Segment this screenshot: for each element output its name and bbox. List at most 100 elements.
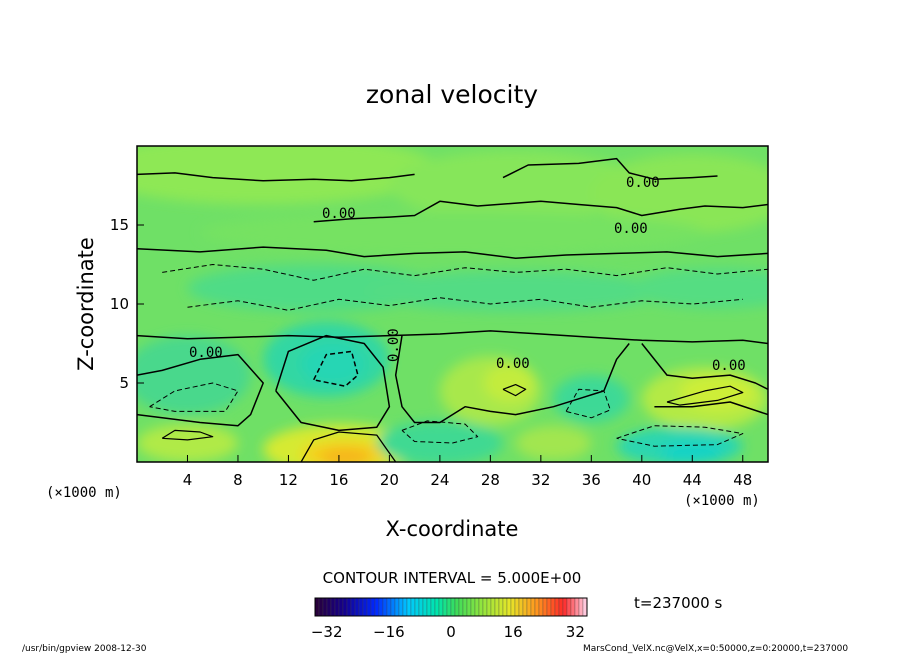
shading-blob (515, 425, 592, 461)
x-tick-label: 40 (632, 471, 651, 489)
shading-blob (137, 146, 440, 205)
contour-label: 0.00 (626, 175, 660, 191)
shading-blob (660, 441, 724, 462)
x-tick-label: 20 (380, 471, 399, 489)
zero-contour (313, 200, 768, 223)
colorbar-cell (378, 597, 384, 617)
x-axis-label: X-coordinate (386, 517, 519, 541)
colorbar-cell (478, 597, 484, 617)
colorbar-cell (358, 597, 364, 617)
x-axis-unit-right: (×1000 m) (684, 493, 760, 509)
colorbar (314, 597, 588, 617)
zero-contour (502, 384, 527, 397)
zero-contour (275, 334, 391, 432)
colorbar-cell (362, 597, 368, 617)
contour-label: 0.00 (712, 358, 746, 374)
zero-contour (161, 429, 214, 441)
colorbar-cell (494, 597, 500, 617)
colorbar-frame (314, 597, 588, 617)
colorbar-cell (426, 597, 432, 617)
shading-blob (301, 343, 365, 385)
colorbar-cell (506, 597, 512, 617)
contour-interval-text: CONTOUR INTERVAL = 5.000E+00 (323, 569, 582, 587)
x-tick-label: 28 (481, 471, 500, 489)
contour-label: 0.00 (614, 221, 648, 237)
x-tick-label: 12 (279, 471, 298, 489)
plot-field (137, 146, 768, 462)
colorbar-tick-label: 16 (504, 623, 523, 641)
x-tick-label: 24 (430, 471, 449, 489)
y-tick-label: 10 (110, 295, 129, 313)
colorbar-cell (470, 597, 476, 617)
colorbar-cell (370, 597, 376, 617)
colorbar-cell (530, 597, 536, 617)
colorbar-cell (350, 597, 356, 617)
x-tick-label: 48 (733, 471, 752, 489)
colorbar-cell (330, 597, 336, 617)
negative-contour (187, 297, 743, 311)
negative-contour (149, 382, 239, 412)
chart-title: zonal velocity (366, 80, 538, 109)
shading-blob (137, 335, 251, 415)
colorbar-cell (390, 597, 396, 617)
colorbar-cell (446, 597, 452, 617)
colorbar-cell (442, 597, 448, 617)
colorbar-cell (546, 597, 552, 617)
y-tick-label: 5 (119, 374, 129, 392)
zero-contour (641, 343, 768, 390)
shading-blob (679, 375, 756, 410)
colorbar-cell (374, 597, 380, 617)
colorbar-cell (438, 597, 444, 617)
zero-contour (502, 157, 718, 180)
colorbar-cell (510, 597, 516, 617)
colorbar-cell (498, 597, 504, 617)
zero-contour (666, 385, 744, 406)
colorbar-cell (466, 597, 472, 617)
x-tick-label: 36 (582, 471, 601, 489)
x-tick-label: 44 (683, 471, 702, 489)
colorbar-cell (402, 597, 408, 617)
colorbar-cell (418, 597, 424, 617)
contour-label: 0.00 (386, 328, 402, 362)
colorbar-cell (462, 597, 468, 617)
colorbar-cell (554, 597, 560, 617)
y-axis-label: Z-coordinate (74, 237, 98, 371)
colorbar-cell (578, 597, 584, 617)
footer-right: MarsCond_VelX.nc@VelX,x=0:50000,z=0:2000… (583, 644, 848, 654)
shading-blob (629, 267, 768, 309)
negative-contour (401, 420, 479, 444)
colorbar-tick-label: 0 (446, 623, 456, 641)
shading-blob (137, 424, 238, 462)
contour-labels: 0.00 0.00 0.00 0.00 0.00 0.00 0.00 (189, 175, 746, 374)
shading-blob (187, 264, 440, 312)
x-tick-label: 16 (329, 471, 348, 489)
colorbar-cell (526, 597, 532, 617)
colorbar-cell (394, 597, 400, 617)
shading-blob (319, 449, 371, 462)
zero-contour (137, 246, 768, 259)
colorbar-cell (538, 597, 544, 617)
x-axis-ticks: 4 8 12 16 20 24 28 32 36 40 44 48 (183, 455, 752, 489)
colorbar-cell (522, 597, 528, 617)
colorbar-cell (490, 597, 496, 617)
colorbar-cell (574, 597, 580, 617)
contour-label: 0.00 (189, 345, 223, 361)
time-text: t=237000 s (634, 594, 722, 612)
colorbar-cell (502, 597, 508, 617)
colorbar-cell (422, 597, 428, 617)
x-tick-label: 8 (233, 471, 243, 489)
colorbar-cell (314, 597, 320, 617)
y-axis-ticks: 5 10 15 (110, 216, 144, 392)
colorbar-cell (474, 597, 480, 617)
colorbar-cell (386, 597, 392, 617)
colorbar-cell (430, 597, 436, 617)
zero-contour (300, 431, 397, 462)
x-tick-label: 4 (183, 471, 193, 489)
zero-contour (654, 401, 768, 416)
colorbar-cell (450, 597, 456, 617)
colorbar-cell (326, 597, 332, 617)
colorbar-cell (458, 597, 464, 617)
colorbar-cell (534, 597, 540, 617)
shading-blob (376, 420, 503, 462)
